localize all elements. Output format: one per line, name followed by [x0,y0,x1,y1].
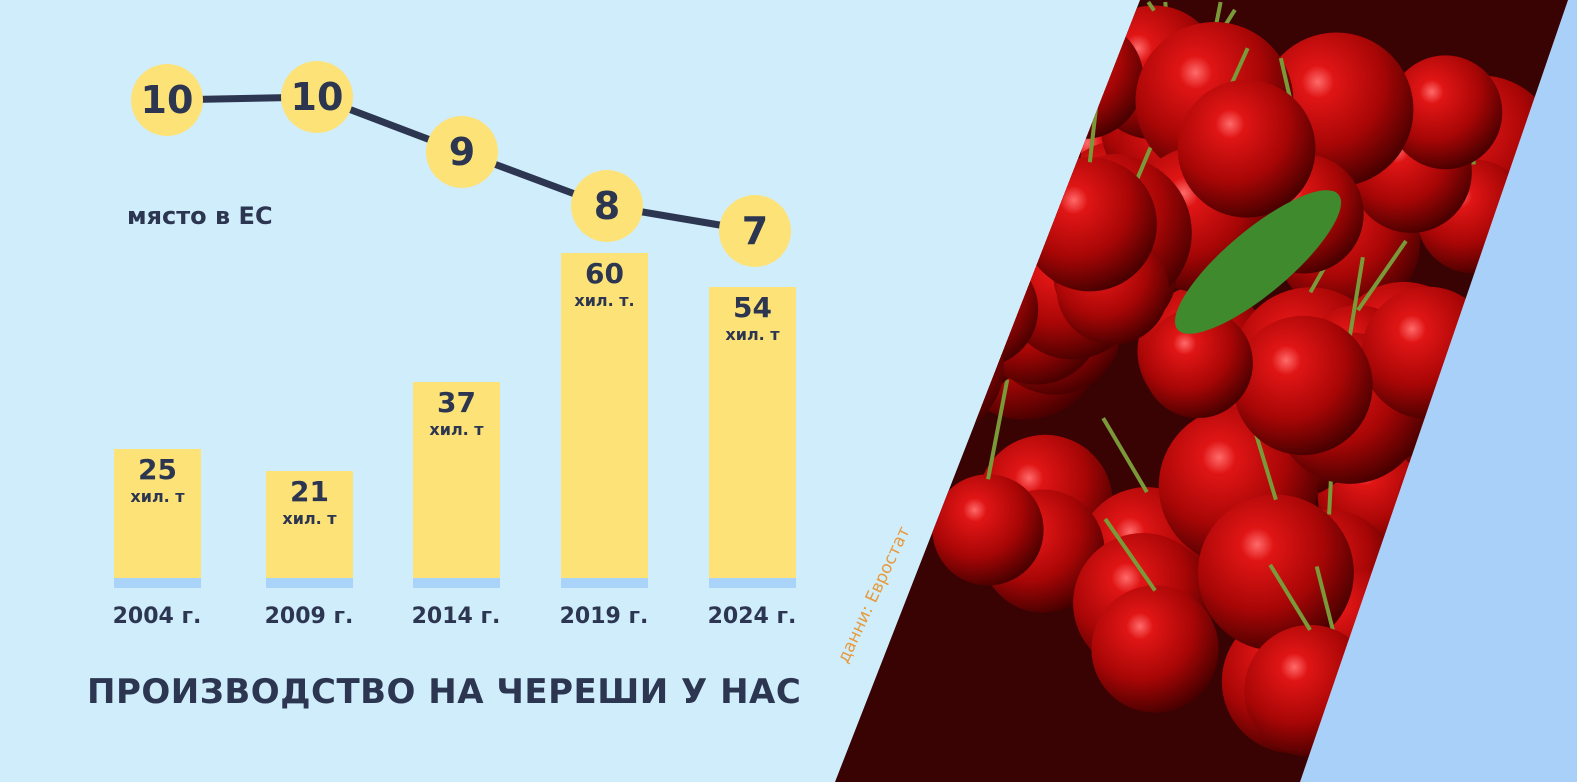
x-tick-label: 2024 г. [707,604,797,629]
cherry-leaf [1174,190,1342,334]
bar-base-strip [413,577,500,588]
x-tick-label: 2014 г. [411,604,501,629]
bar-2: 37 хил. т [413,381,500,588]
bar-3: 60 хил. т. [561,253,648,588]
bar-1: 21 хил. т [266,470,353,588]
cherry-stem [986,379,1010,480]
x-tick-label: 2019 г. [559,604,649,629]
cherry-stem [1347,256,1365,338]
cherry [1091,585,1219,713]
x-tick-label: 2009 г. [264,604,354,629]
cherry-stem [1356,239,1408,312]
x-tick-label: 2004 г. [112,604,202,629]
bar-base-strip [709,577,796,588]
bar-unit: хил. т [282,508,337,528]
cherry [1233,315,1373,456]
bar-unit: хил. т [130,486,185,506]
rank-marker: 8 [571,170,643,242]
bar-0: 25 хил. т [114,448,201,588]
bar-value: 54 [733,290,772,324]
rank-marker: 9 [426,116,498,188]
cherry-stem [1268,563,1312,631]
cherry [1388,55,1503,170]
bar-base-strip [266,577,353,588]
chart-title: ПРОИЗВОДСТВО НА ЧЕРЕШИ У НАС [87,672,802,712]
rank-marker: 10 [281,61,353,133]
cherry [1177,79,1316,218]
bar-unit: хил. т. [574,291,635,311]
cherry-stem [1101,417,1149,494]
bar-value: 60 [585,257,624,291]
rank-marker: 10 [131,64,203,136]
cherry-stem [1146,0,1156,12]
rank-label: място в ЕС [127,202,273,230]
bar-unit: хил. т [429,419,484,439]
cherry [932,474,1044,586]
bar-base-strip [561,577,648,588]
rank-marker: 7 [719,195,791,267]
bar-value: 37 [437,385,476,419]
cherry [1142,308,1253,419]
bar-4: 54 хил. т [709,286,796,588]
cherry-stem [1103,517,1157,592]
bar-value: 21 [290,474,329,508]
bar-base-strip [114,578,201,588]
bar-unit: хил. т [725,324,780,344]
bar-value: 25 [138,452,177,486]
